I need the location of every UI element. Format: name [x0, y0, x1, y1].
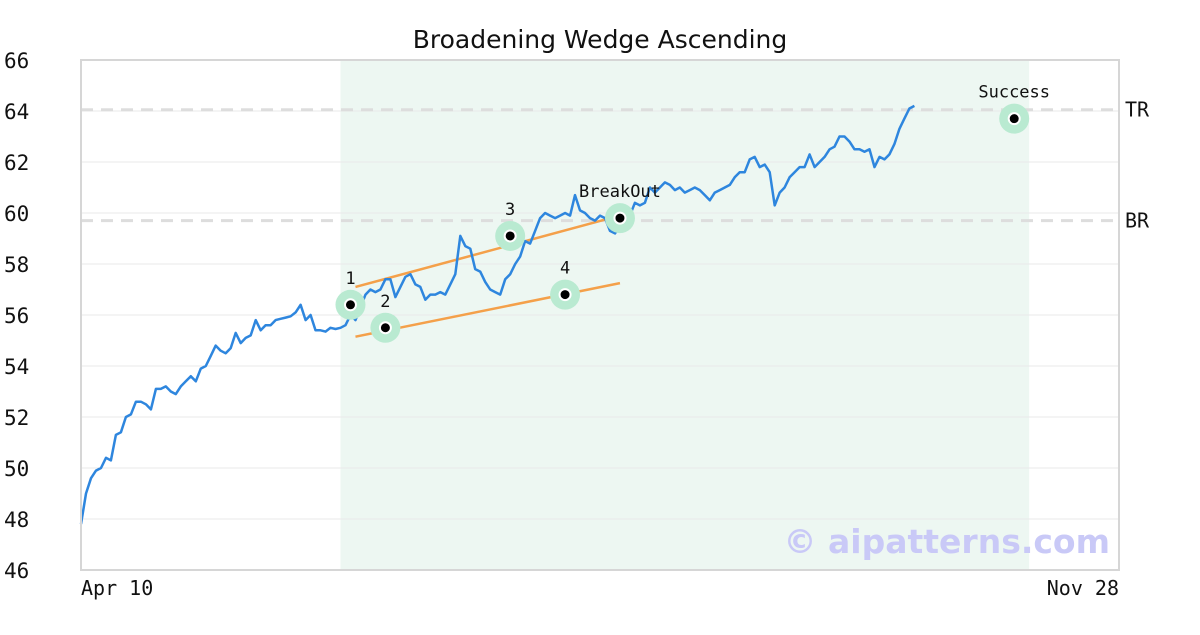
- marker-label: 2: [380, 292, 390, 312]
- marker-point: [503, 229, 517, 243]
- marker-label: 4: [560, 259, 570, 279]
- marker-point: [1007, 112, 1021, 126]
- y-tick-label: 56: [4, 304, 29, 328]
- marker-label: 1: [345, 269, 355, 289]
- y-tick-label: 52: [4, 406, 29, 430]
- y-tick-label: 60: [4, 202, 29, 226]
- wedge-trendline: [355, 214, 621, 289]
- marker-label: 3: [505, 200, 515, 220]
- y-tick-label: 58: [4, 253, 29, 277]
- reference-line-label: BR: [1125, 209, 1150, 233]
- y-tick-label: 50: [4, 457, 29, 481]
- pattern-markers: 1 2 3 4 BreakOut Success: [335, 83, 1050, 343]
- price-line-group: [79, 104, 915, 525]
- x-tick-label-end: Nov 28: [1047, 576, 1119, 600]
- marker-point: [378, 321, 392, 335]
- x-tick-label-start: Apr 10: [81, 576, 153, 600]
- y-axis-ticks: 46 48 50 52 54 56 58 60 62 64 66: [4, 49, 29, 583]
- x-axis-ticks: Apr 10 Nov 28: [81, 576, 1119, 600]
- watermark: © aipatterns.com: [784, 522, 1110, 561]
- reference-line-label: TR: [1125, 98, 1150, 122]
- price-line: [79, 104, 915, 525]
- plot-frame: [80, 59, 1120, 571]
- marker-point: [558, 288, 572, 302]
- marker-point: [613, 211, 627, 225]
- chart-title: Broadening Wedge Ascending: [413, 25, 788, 54]
- y-tick-label: 48: [4, 508, 29, 532]
- gridlines: [81, 110, 1119, 520]
- reference-lines: TR BR: [81, 98, 1150, 233]
- marker-label: Success: [978, 83, 1050, 103]
- y-tick-label: 62: [4, 151, 29, 175]
- y-tick-label: 46: [4, 559, 29, 583]
- y-tick-label: 54: [4, 355, 29, 379]
- marker-label: BreakOut: [579, 182, 661, 202]
- y-tick-label: 66: [4, 49, 29, 73]
- y-tick-label: 64: [4, 100, 29, 124]
- marker-point: [343, 298, 357, 312]
